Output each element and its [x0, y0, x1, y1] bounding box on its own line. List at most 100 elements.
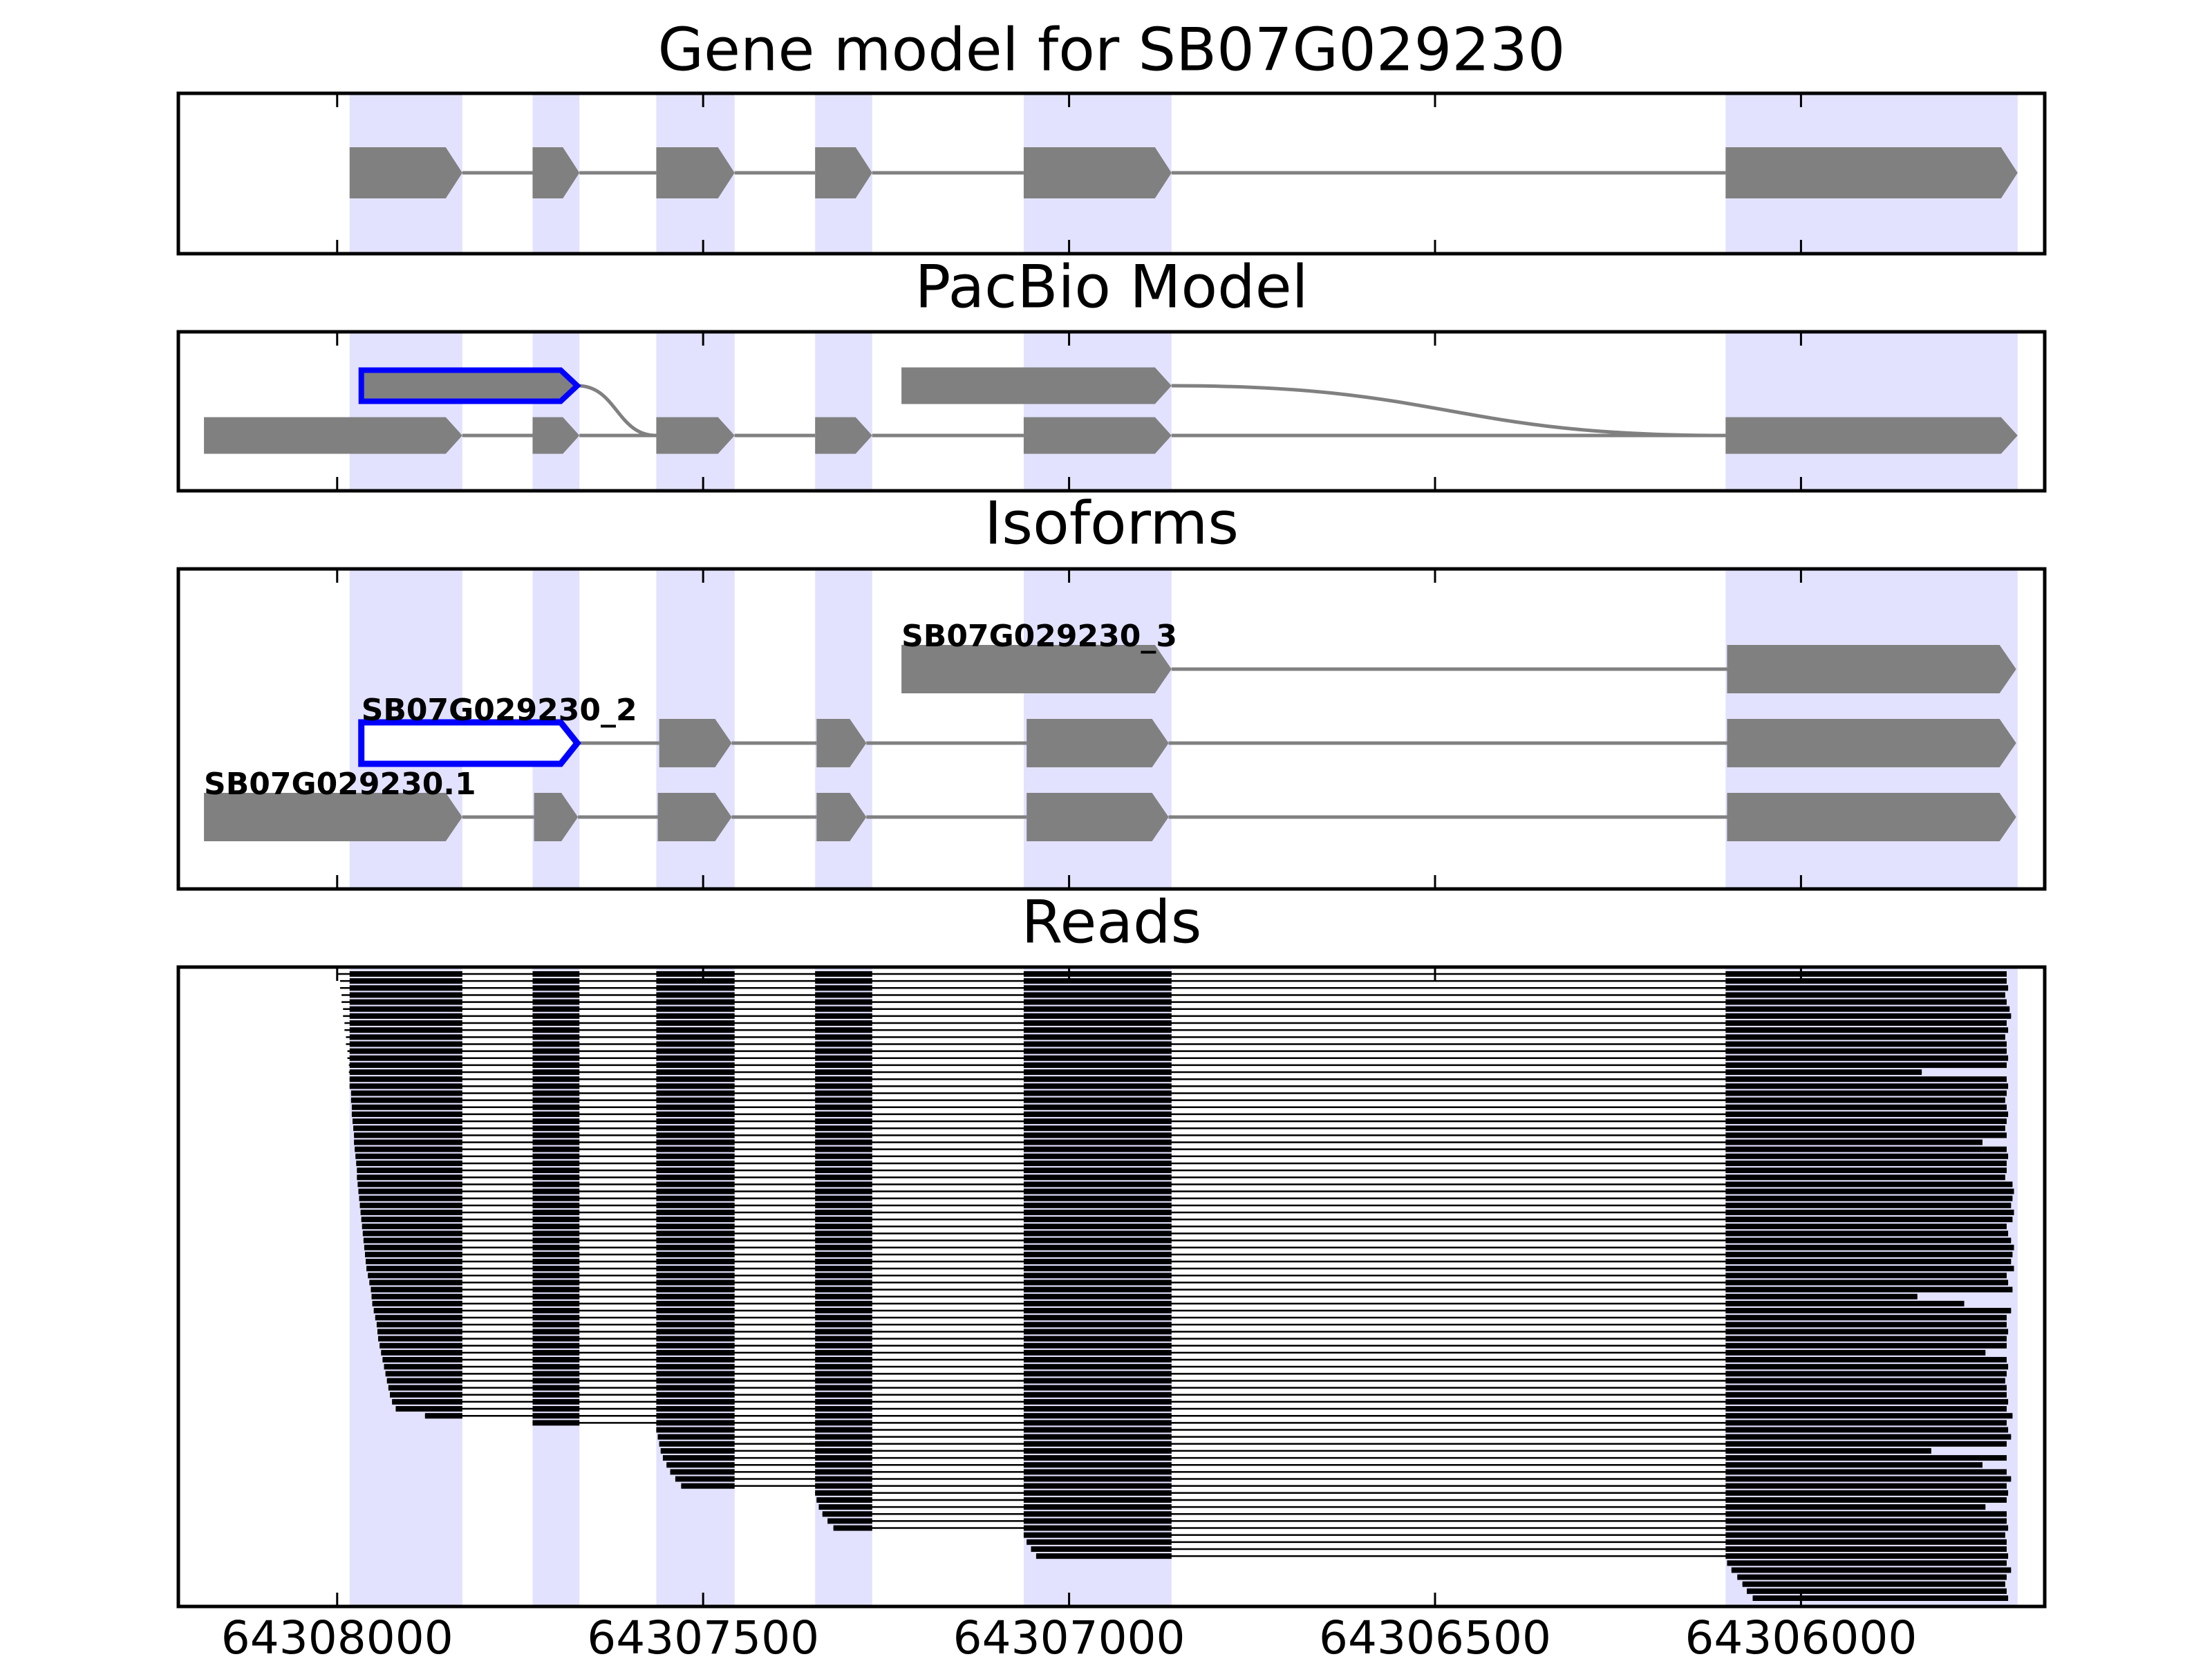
read-block: [532, 1090, 580, 1096]
read: [351, 1104, 2007, 1110]
read-block: [815, 1244, 872, 1250]
read-block: [355, 1146, 462, 1152]
read: [378, 1335, 2007, 1342]
read-block: [1725, 1069, 1922, 1076]
read-block: [1023, 1069, 1172, 1076]
read-block: [1725, 1174, 2005, 1181]
read-block: [656, 1413, 735, 1419]
exon-shade: [1725, 332, 2018, 491]
read-block: [1725, 1062, 2007, 1068]
read-block: [1023, 1160, 1172, 1166]
read-block: [656, 1258, 735, 1264]
read: [424, 1413, 2013, 1419]
exon-shade: [656, 332, 735, 491]
read-block: [815, 1202, 872, 1208]
exon: [204, 417, 462, 454]
read-block: [1725, 1083, 2009, 1089]
read: [360, 1209, 2014, 1215]
read-block: [371, 1293, 462, 1300]
read-block: [532, 1322, 580, 1328]
exon: [1027, 793, 1169, 841]
read-block: [532, 1209, 580, 1215]
read-block: [656, 1349, 735, 1356]
read-block: [833, 1525, 872, 1531]
read-block: [1731, 1567, 2012, 1573]
read-block: [532, 1273, 580, 1279]
read-block: [1725, 1322, 2007, 1328]
read-block: [532, 1413, 580, 1419]
read-block: [532, 1244, 580, 1250]
read-block: [656, 1125, 735, 1132]
read-block: [1023, 1181, 1172, 1188]
read-block: [1725, 1364, 2009, 1370]
read-block: [815, 1076, 872, 1082]
read-block: [532, 1132, 580, 1138]
read-block: [815, 1273, 872, 1279]
read-block: [1023, 1168, 1172, 1174]
read-block: [815, 1013, 872, 1019]
exon: [1023, 417, 1172, 454]
read-block: [815, 1188, 872, 1194]
read-block: [656, 1013, 735, 1019]
read-block: [1023, 1139, 1172, 1145]
read-block: [1023, 978, 1172, 984]
read-block: [532, 1349, 580, 1356]
read-block: [532, 1230, 580, 1237]
read-block: [1023, 1104, 1172, 1110]
read: [340, 985, 2009, 991]
panel-frame: [176, 330, 2047, 493]
isoform-label: SB07G029230.1: [204, 767, 476, 802]
read-block: [532, 985, 580, 991]
read-block: [1023, 1462, 1172, 1468]
read-block: [532, 1174, 580, 1181]
read-block: [349, 1062, 462, 1068]
read-block: [1725, 1230, 2009, 1237]
read-block: [656, 1385, 735, 1391]
read: [362, 1230, 2009, 1237]
read-block: [532, 1041, 580, 1047]
read-block: [1023, 1230, 1172, 1237]
read-block: [354, 1139, 462, 1145]
read-block: [1023, 1427, 1172, 1433]
exon-shade: [349, 332, 462, 491]
read: [340, 978, 2007, 984]
read-block: [364, 1244, 462, 1250]
exon-shade: [532, 332, 580, 491]
read-block: [532, 1069, 580, 1076]
read-block: [424, 1413, 462, 1419]
read-block: [357, 1174, 462, 1181]
read-block: [656, 971, 735, 977]
read-block: [390, 1391, 462, 1398]
exon: [815, 417, 872, 454]
read-block: [1023, 999, 1172, 1005]
read-block: [1725, 1273, 2007, 1279]
exon: [1727, 793, 2016, 841]
read-block: [815, 1385, 872, 1391]
read-block: [1023, 1217, 1172, 1223]
read-block: [656, 1237, 735, 1244]
read-block: [815, 1371, 872, 1377]
read-block: [815, 1420, 872, 1426]
read-block: [532, 1398, 580, 1405]
read: [1031, 1546, 2007, 1552]
read-block: [656, 1076, 735, 1082]
read-block: [356, 1160, 462, 1166]
read-block: [656, 1209, 735, 1215]
exon: [815, 147, 872, 198]
read-block: [815, 1153, 872, 1159]
read-block: [392, 1398, 462, 1405]
read: [347, 1055, 2009, 1061]
read-block: [1725, 1504, 1986, 1510]
panel: [349, 93, 2018, 254]
read-block: [816, 1497, 872, 1503]
read-block: [822, 1511, 872, 1517]
read-block: [1023, 1504, 1172, 1510]
read-block: [1725, 1209, 2014, 1215]
read-block: [532, 1146, 580, 1152]
read-block: [384, 1364, 462, 1370]
exon-shade: [815, 332, 872, 491]
read-block: [532, 1357, 580, 1363]
read-block: [1742, 1581, 2005, 1587]
read-block: [656, 1391, 735, 1398]
read-block: [656, 1224, 735, 1230]
